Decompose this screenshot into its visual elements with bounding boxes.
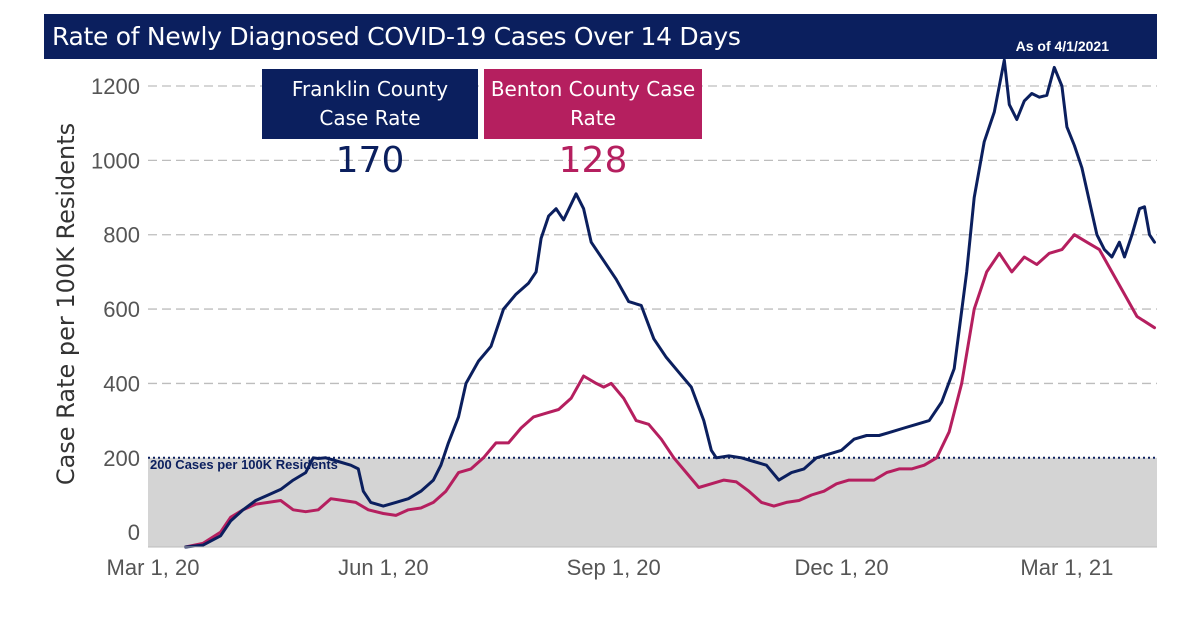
series-line-benton	[184, 233, 1156, 549]
y-tick-label: 1200	[91, 74, 140, 99]
benton-kpi-value: 128	[558, 140, 628, 181]
x-tick-label: Sep 1, 20	[567, 555, 661, 580]
y-tick-label: 0	[128, 520, 140, 545]
y-axis-label: Case Rate per 100K Residents	[52, 122, 80, 486]
y-tick-label: 200	[103, 446, 140, 471]
x-tick-label: Mar 1, 21	[1020, 555, 1113, 580]
franklin-kpi-value: 170	[335, 140, 405, 181]
benton-kpi-card: Benton County Case Rate	[484, 69, 702, 139]
x-tick-label: Jun 1, 20	[338, 555, 429, 580]
y-tick-label: 600	[103, 297, 140, 322]
x-tick-label: Mar 1, 20	[107, 555, 200, 580]
y-tick-label: 400	[103, 371, 140, 396]
franklin-kpi-card: Franklin County Case Rate	[262, 69, 478, 139]
y-tick-label: 1000	[91, 148, 140, 173]
as-of-date: As of 4/1/2021	[1015, 38, 1109, 54]
y-tick-label: 800	[103, 223, 140, 248]
franklin-kpi-label: Franklin County Case Rate	[291, 77, 449, 130]
series-line-franklin	[184, 58, 1156, 549]
benton-kpi-label: Benton County Case Rate	[490, 77, 696, 130]
chart-title: Rate of Newly Diagnosed COVID-19 Cases O…	[52, 22, 741, 51]
x-tick-label: Dec 1, 20	[794, 555, 888, 580]
threshold-area	[148, 457, 1157, 547]
title-banner: Rate of Newly Diagnosed COVID-19 Cases O…	[44, 14, 1157, 59]
threshold-label: 200 Cases per 100K Residents	[150, 457, 338, 472]
